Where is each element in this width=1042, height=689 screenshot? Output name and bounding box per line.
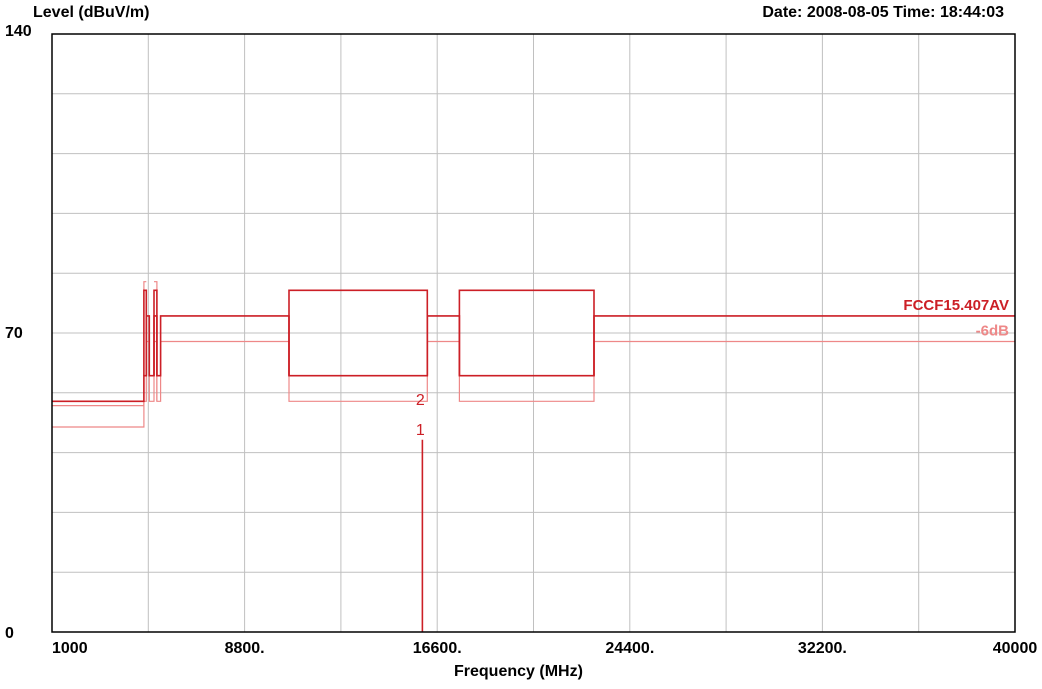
x-tick-label-3: 24400.: [605, 640, 654, 657]
timestamp: Date: 2008-08-05 Time: 18:44:03: [762, 4, 1004, 21]
x-tick-label-0: 1000: [52, 640, 88, 657]
y-tick-label-mid: 70: [5, 325, 23, 342]
marker-label-2: 2: [416, 392, 425, 409]
line-labels: FCCF15.407AV -6dB: [903, 297, 1009, 340]
y-axis-title: Level (dBuV/m): [33, 4, 150, 21]
limit-line-2: [458, 289, 595, 376]
grid: [51, 33, 1016, 633]
y-tick-label-max: 140: [5, 23, 32, 40]
x-tick-label-2: 16600.: [413, 640, 462, 657]
limit-line-4: [153, 289, 158, 376]
x-axis-title: Frequency (MHz): [454, 663, 583, 680]
limit-line-label: FCCF15.407AV: [903, 297, 1009, 314]
y-tick-label-min: 0: [5, 625, 14, 642]
margin-line-label: -6dB: [976, 323, 1010, 340]
plot-frame: [51, 33, 1016, 633]
limit-line-3: [143, 289, 148, 376]
margin-line-6: [52, 281, 147, 407]
limit-line-1: [288, 289, 429, 376]
x-tick-label-4: 32200.: [798, 640, 847, 657]
limit-lines: [52, 289, 1015, 403]
markers: 12: [416, 392, 425, 632]
x-tick-label-5: 40000: [993, 640, 1038, 657]
x-tick-label-1: 8800.: [225, 640, 265, 657]
marker-label-1: 1: [416, 422, 425, 439]
x-tick-labels: 1000 8800. 16600. 24400. 32200. 40000: [52, 640, 1037, 657]
